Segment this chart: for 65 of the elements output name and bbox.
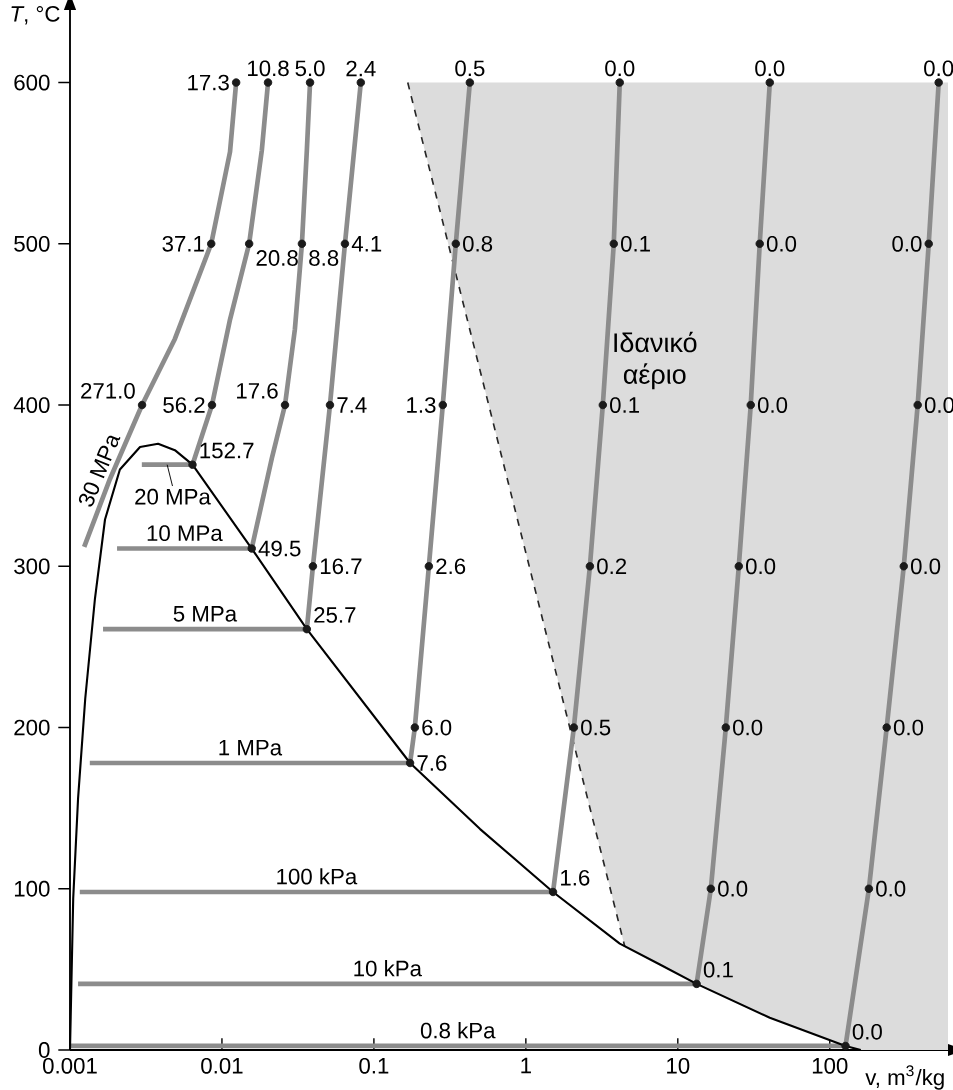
y-tick-label: 100 [14,880,50,897]
y-axis-title: T, °C [11,5,60,25]
text: 30 MPa [78,435,121,507]
annotation: 4.1 [351,236,382,252]
annotation: 1.3 [407,397,436,413]
annotation: 25.7 [314,607,356,623]
series-label: 100 kPa [277,868,358,885]
annotation: 0.0 [755,60,785,77]
series-label: 1 MPa [219,739,283,756]
annotation: 0.1 [610,397,639,413]
annotation: 6.0 [422,719,452,736]
series-label: 10 MPa [147,525,223,542]
series-label: 5 MPa [173,606,238,622]
x-tick-label: 0.01 [201,1057,243,1074]
annotation: 0.0 [746,558,776,575]
annotation: 0.5 [455,60,485,77]
annotation: 0.0 [910,558,941,575]
annotation: 17.3 [188,74,229,91]
annotation: 0.0 [893,719,924,736]
annotation: 16.7 [320,558,362,575]
annotation: 20.8 [256,250,298,266]
annotation: 1.6 [561,869,590,886]
annotation: 5.0 [295,60,325,77]
annotation: 0.0 [892,235,922,252]
annotation: 8.8 [309,250,339,266]
annotation: 2.4 [346,60,376,77]
annotation: 0.0 [733,719,763,736]
annotation: 0.0 [718,880,748,897]
y-tick-label: 0 [38,1042,50,1058]
x-tick-label: 1 [521,1057,531,1074]
x-tick-label: 0.1 [359,1057,389,1074]
annotation: 17.6 [237,382,278,399]
annotation: 0.0 [757,397,788,413]
x-axis-title: v, m$^{3}$/kg [865,1065,944,1090]
annotation: 0.0 [852,1023,882,1040]
annotation: 0.0 [876,880,906,897]
annotation: 0.1 [703,961,733,978]
annotation: 2.6 [436,558,466,575]
series-label: 0.8 kPa [420,1022,496,1039]
annotation: 0.5 [581,719,611,736]
annotation: 49.5 [258,540,301,557]
series-label: 10 kPa [354,960,422,977]
x-tick-label: 0.001 [43,1057,97,1074]
annotation: 37.1 [162,235,204,252]
y-tick-label: 500 [14,235,50,252]
annotation: Ιδανικό αέριο [614,331,697,390]
annotation: 7.4 [337,397,367,413]
annotation: 271.0 [81,382,135,399]
y-tick-label: 400 [13,397,50,413]
annotation: 0.1 [620,235,650,252]
annotation: 7.6 [417,755,447,771]
y-tick-label: 300 [14,558,50,575]
annotation: 0.0 [766,235,797,252]
annotation: 0.2 [597,558,627,575]
x-tick-label: 100 [812,1057,848,1074]
x-tick-label: 10 [667,1057,690,1074]
annotation: 152.7 [200,442,254,459]
annotation: 0.8 [463,235,493,252]
series-label: 20 MPa [135,488,211,505]
annotation: 10.8 [248,60,289,77]
y-tick-label: 200 [14,719,50,736]
annotation: 56.2 [163,397,205,413]
y-tick-label: 600 [14,74,50,91]
annotation: 0.0 [605,60,635,77]
annotation: 0.0 [924,60,953,77]
